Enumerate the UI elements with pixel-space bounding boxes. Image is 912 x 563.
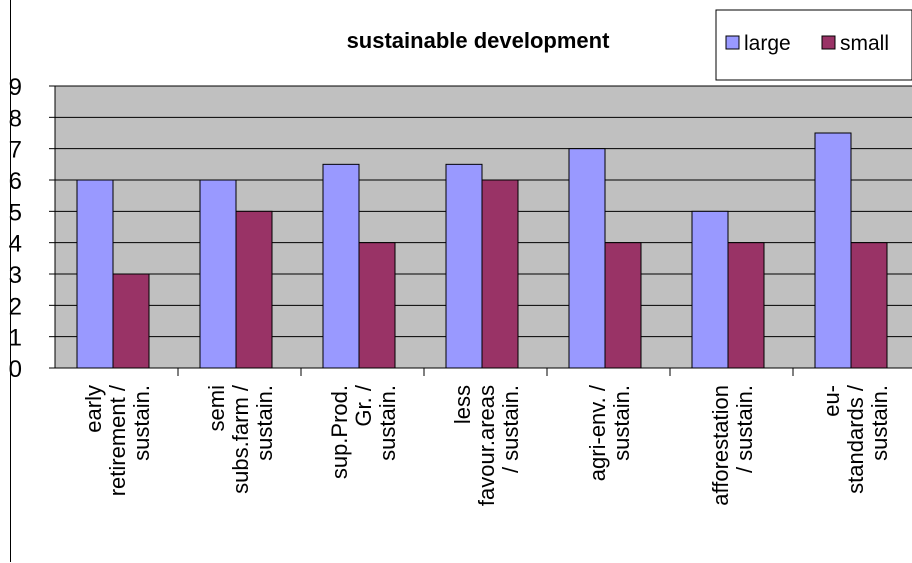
category-label-line-group: afforestation [708,385,733,506]
bar-large [445,163,483,369]
category-label-line: less [450,385,475,424]
category-label-line-group: less [450,385,475,424]
y-tick-label: 0 [9,356,22,383]
category-label-line-group: Gr. / [351,384,376,426]
y-tick-label: 6 [9,168,22,195]
bar-large [568,148,606,369]
category-label-line-group: / sustain. [732,385,757,473]
category-label-line: sup.Prod. [327,385,352,479]
legend-swatch-small [821,35,836,50]
chart-frame [10,0,911,562]
y-tick-label: 1 [9,325,22,352]
bar-small [358,242,396,369]
bar-large [814,132,852,369]
y-tick-label: 4 [9,231,22,258]
category-label-line-group: retirement / [105,384,130,496]
category-label-line-group: sustain. [252,385,277,461]
category-label-line: afforestation [708,385,733,506]
y-tick-label: 2 [9,293,22,320]
category-label-line: semi [204,385,229,431]
category-label-line: Gr. / [351,384,376,426]
category-label-line-group: agri-env. / [585,384,610,481]
y-tick-label: 7 [9,137,22,164]
category-label-line: early [81,385,106,433]
bar-large [199,179,237,369]
category-label-line: sustain. [867,385,892,461]
y-tick-label: 3 [9,262,22,289]
category-label-line-group: sustain. [867,385,892,461]
category-label-line: / sustain. [498,385,523,473]
category-label-line-group: subs.farm / [228,384,253,494]
legend-label-large: large [744,32,791,55]
bar-small [112,273,150,369]
category-label-line-group: favour.areas [474,385,499,506]
y-tick-label: 8 [9,105,22,132]
category-label-line: sustain. [129,385,154,461]
category-label-line-group: sustain. [609,385,634,461]
bar-large [322,163,360,369]
category-label-line: sustain. [609,385,634,461]
category-label-line: sustain. [375,385,400,461]
category-label-line: sustain. [252,385,277,461]
chart-title: sustainable development [347,28,611,53]
category-label-line-group: / sustain. [498,385,523,473]
bar-large [691,210,729,369]
category-label-line: standards / [843,384,868,494]
legend-swatch-large [725,35,740,50]
bar-large [76,179,114,369]
bar-small [604,242,642,369]
category-label-line: / sustain. [732,385,757,473]
bar-small [727,242,765,369]
category-label-line-group: eu- [819,385,844,417]
category-label-line-group: sustain. [129,385,154,461]
category-label-line: eu- [819,385,844,417]
bar-small [481,179,519,369]
category-label-line: favour.areas [474,385,499,506]
category-label-line: subs.farm / [228,384,253,494]
legend-box [715,9,912,81]
category-label-line-group: standards / [843,384,868,494]
legend: large small [715,9,912,81]
bar-small [235,210,273,369]
y-tick-label: 9 [9,74,22,101]
y-tick-label: 5 [9,199,22,226]
category-label-line: retirement / [105,384,130,496]
category-label-line-group: early [81,385,106,433]
category-label-line-group: sup.Prod. [327,385,352,479]
category-label-line-group: semi [204,385,229,431]
category-label-line: agri-env. / [585,384,610,481]
legend-label-small: small [840,32,889,55]
bar-small [850,242,888,369]
category-label-line-group: sustain. [375,385,400,461]
